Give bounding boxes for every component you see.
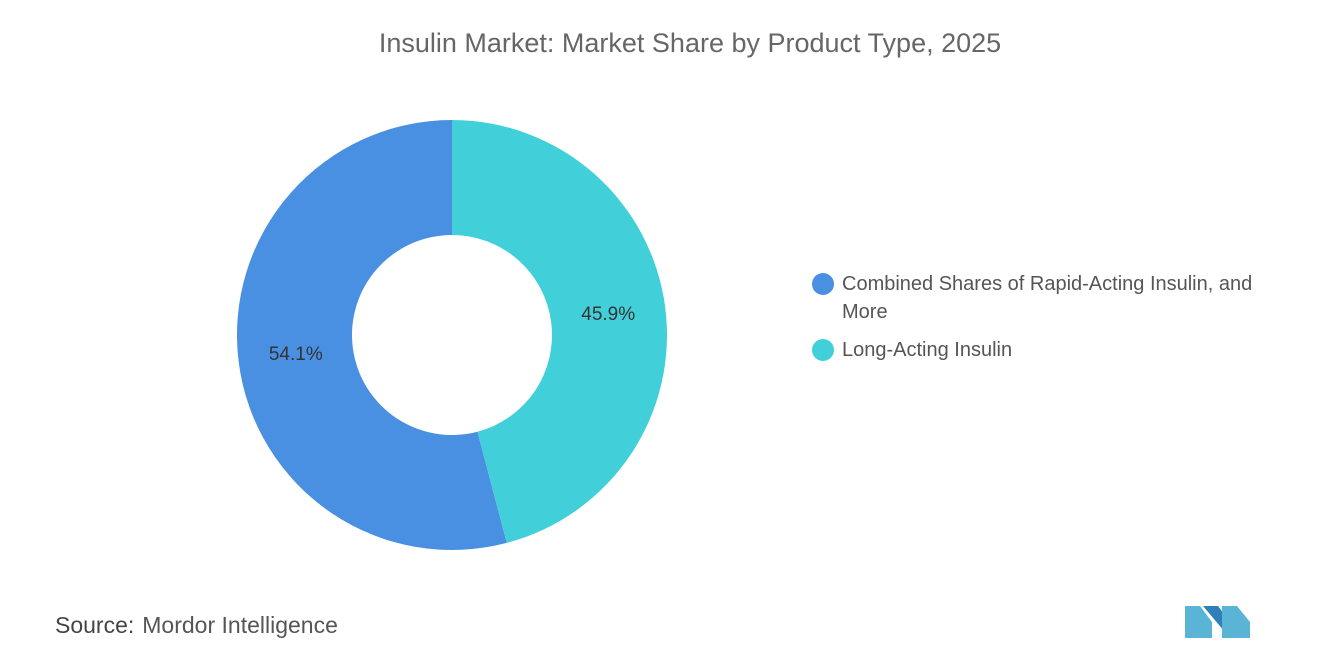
legend-label: Long-Acting Insulin — [842, 339, 1013, 361]
data-label: 45.9% — [581, 304, 635, 325]
legend-swatch — [812, 273, 834, 295]
legend: Combined Shares of Rapid-Acting Insulin,… — [812, 270, 1262, 374]
source-label: Source: — [55, 612, 135, 638]
slice — [452, 120, 667, 543]
legend-swatch — [812, 339, 834, 361]
legend-label: Combined Shares of Rapid-Acting Insulin,… — [842, 273, 1253, 323]
slice — [236, 120, 507, 550]
source: Source: Mordor Intelligence — [55, 612, 338, 639]
data-label: 54.1% — [269, 344, 323, 365]
chart-title: Insulin Market: Market Share by Product … — [378, 28, 1002, 58]
logo — [1185, 606, 1250, 638]
legend-item: Combined Shares of Rapid-Acting Insulin,… — [812, 270, 1262, 326]
legend-item: Long-Acting Insulin — [812, 336, 1262, 364]
source-text: Mordor Intelligence — [142, 612, 338, 638]
